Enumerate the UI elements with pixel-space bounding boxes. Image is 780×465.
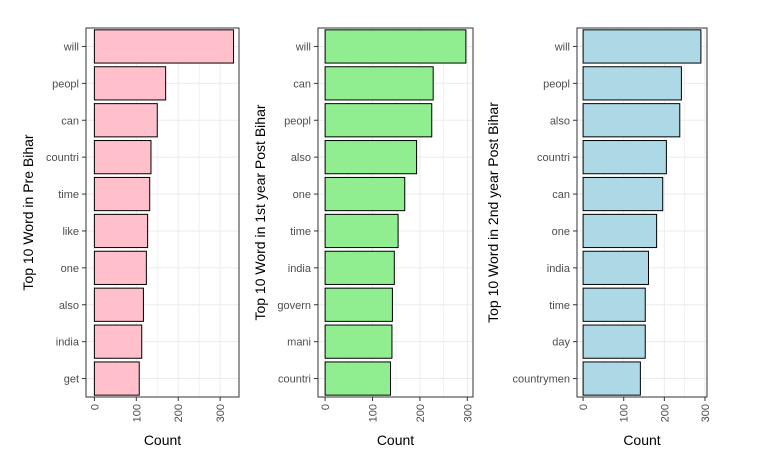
x-tick-label: 200 bbox=[415, 404, 427, 422]
bar-like bbox=[93, 213, 149, 249]
y-tick-label: can bbox=[552, 189, 570, 201]
y-tick-label: india bbox=[288, 263, 312, 275]
y-tick-label: countri bbox=[537, 152, 570, 164]
y-tick-label: also bbox=[59, 300, 79, 312]
bar-time bbox=[93, 176, 151, 212]
y-tick-label: countri bbox=[46, 152, 79, 164]
bar-also bbox=[93, 287, 144, 322]
y-axis-title: Top 10 Word in Pre Bihar bbox=[20, 134, 36, 290]
y-tick-label: time bbox=[58, 189, 79, 201]
x-tick-label: 300 bbox=[700, 404, 712, 422]
bar-get bbox=[93, 361, 140, 396]
y-tick-label: get bbox=[64, 374, 79, 386]
y-tick-label: also bbox=[291, 152, 311, 164]
x-tick-label: 300 bbox=[215, 404, 227, 422]
y-tick-label: countrymen bbox=[513, 374, 570, 386]
x-tick-label: 100 bbox=[619, 404, 631, 422]
bar-day bbox=[582, 324, 646, 359]
y-tick-label: govern bbox=[277, 300, 311, 312]
y-tick-label: peopl bbox=[543, 78, 570, 90]
bar-countri bbox=[93, 140, 152, 175]
bar-mani bbox=[324, 324, 393, 359]
bar-also bbox=[324, 140, 418, 175]
x-axis-title: Count bbox=[144, 432, 181, 448]
bar-will bbox=[324, 29, 467, 64]
x-axis-title: Count bbox=[377, 432, 414, 448]
y-tick-label: like bbox=[62, 226, 79, 238]
panel-border bbox=[317, 27, 474, 398]
bar-govern bbox=[324, 287, 393, 322]
y-tick-label: will bbox=[554, 41, 570, 53]
bar-india bbox=[582, 250, 649, 285]
y-tick-label: will bbox=[295, 41, 311, 53]
bar-peopl bbox=[93, 66, 167, 101]
x-axis-title: Count bbox=[623, 432, 660, 448]
y-tick-label: peopl bbox=[52, 78, 79, 90]
bar-can bbox=[582, 176, 664, 212]
y-tick-label: india bbox=[56, 337, 80, 349]
x-tick-label: 0 bbox=[89, 404, 101, 410]
bar-india bbox=[324, 250, 395, 285]
bar-will bbox=[93, 29, 235, 64]
x-tick-label: 200 bbox=[659, 404, 671, 422]
bar-will bbox=[582, 29, 702, 64]
bar-one bbox=[93, 250, 147, 285]
x-tick-label: 200 bbox=[173, 404, 185, 422]
panel-3: will peopl also countri can one india time day co… bbox=[485, 27, 712, 448]
x-tick-label: 100 bbox=[131, 404, 143, 422]
bar-peopl bbox=[324, 103, 433, 138]
bar-one bbox=[582, 213, 658, 249]
bar-india bbox=[93, 324, 143, 359]
y-tick-label: peopl bbox=[284, 115, 311, 127]
y-tick-label: time bbox=[290, 226, 311, 238]
bar-time bbox=[582, 287, 646, 322]
bar-countri bbox=[582, 140, 667, 175]
y-tick-label: can bbox=[293, 78, 311, 90]
x-tick-label: 300 bbox=[462, 404, 474, 422]
panel-1: will peopl can countri time like one also india g… bbox=[20, 27, 240, 448]
panel-border bbox=[85, 27, 240, 398]
bar-can bbox=[324, 66, 434, 101]
bar-one bbox=[324, 176, 406, 212]
bar-countri bbox=[324, 361, 392, 396]
panel-2: will can peopl also one time india govern mani co… bbox=[252, 27, 474, 448]
y-tick-label: time bbox=[549, 300, 570, 312]
y-tick-label: one bbox=[61, 263, 79, 275]
y-tick-label: one bbox=[552, 226, 570, 238]
y-axis-title: Top 10 Word in 2nd year Post Bihar bbox=[485, 102, 501, 323]
y-tick-label: day bbox=[552, 337, 570, 349]
bar-time bbox=[324, 213, 399, 249]
y-tick-label: also bbox=[550, 115, 570, 127]
y-tick-label: india bbox=[547, 263, 571, 275]
x-tick-label: 100 bbox=[368, 404, 380, 422]
x-tick-label: 0 bbox=[578, 404, 590, 410]
bar-countrymen bbox=[582, 361, 641, 396]
y-tick-label: can bbox=[61, 115, 79, 127]
bar-also bbox=[582, 103, 681, 138]
y-tick-label: mani bbox=[287, 337, 311, 349]
bar-peopl bbox=[582, 66, 682, 101]
y-tick-label: will bbox=[63, 41, 79, 53]
x-tick-label: 0 bbox=[320, 404, 332, 410]
y-tick-label: one bbox=[293, 189, 311, 201]
y-tick-label: countri bbox=[278, 374, 311, 386]
panel-border bbox=[576, 27, 708, 398]
y-axis-title: Top 10 Word in 1st year Post Bihar bbox=[252, 104, 268, 320]
bar-can bbox=[93, 103, 158, 138]
